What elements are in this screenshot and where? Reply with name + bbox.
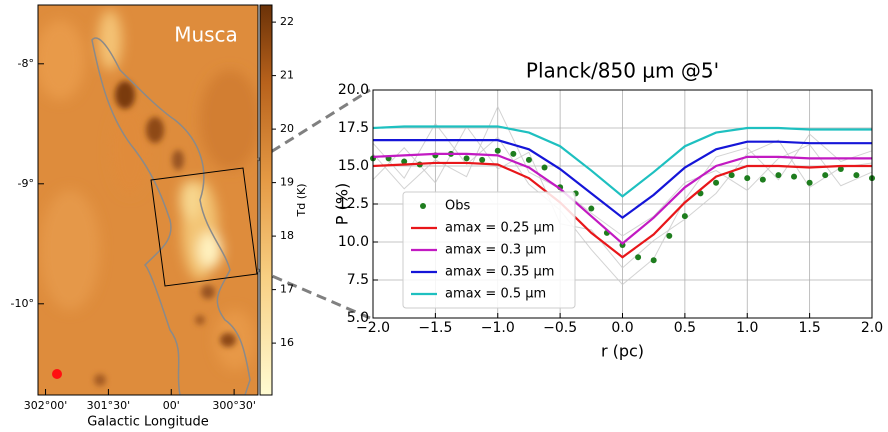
y-tick-label: 7.5 <box>347 272 369 288</box>
data-point <box>526 157 532 163</box>
data-point <box>464 155 470 161</box>
colorbar-tick-label: 19 <box>280 176 294 189</box>
data-point <box>775 172 781 178</box>
x-tick-label: 300°30' <box>212 399 256 412</box>
colorbar-tick-label: 17 <box>280 283 294 296</box>
data-point <box>791 174 797 180</box>
y-tick-label: -9° <box>18 177 34 190</box>
colorbar-label: Td (K) <box>295 184 308 218</box>
data-point <box>510 151 516 157</box>
y-tick-label: 20.0 <box>338 82 369 98</box>
colorbar-tick-label: 16 <box>280 336 294 349</box>
data-point <box>807 180 813 186</box>
x-tick-label: −0.5 <box>543 320 577 336</box>
legend-label: Obs <box>445 199 470 214</box>
y-tick-label: -8° <box>18 57 34 70</box>
data-point <box>542 165 548 171</box>
data-point <box>666 233 672 239</box>
y-axis-label: P (%) <box>333 183 352 225</box>
data-point <box>588 206 594 212</box>
legend-marker <box>420 203 426 209</box>
x-axis-label: r (pc) <box>601 342 644 361</box>
x-axis-label: Galactic Longitude <box>87 415 208 430</box>
data-point <box>682 213 688 219</box>
x-tick-label: 301°30' <box>87 399 131 412</box>
colorbar-tick-label: 18 <box>280 229 294 242</box>
data-point <box>479 157 485 163</box>
data-point <box>713 180 719 186</box>
figure: Musca 302°00' 301°30' 00' 300°30' -8° -9° -10° G… <box>0 0 888 432</box>
data-point <box>853 172 859 178</box>
x-tick-label: 0.5 <box>674 320 696 336</box>
x-tick-label: 2.0 <box>861 320 883 336</box>
map-title: Musca <box>174 23 238 47</box>
y-tick-label: 10.0 <box>338 234 369 250</box>
x-tick-label: 00' <box>163 399 180 412</box>
map-image <box>35 5 260 395</box>
x-tick-label: 302°00' <box>24 399 68 412</box>
colorbar-tick-label: 21 <box>280 69 294 82</box>
legend-label: amax = 0.35 μm <box>445 265 554 280</box>
y-tick-label: 17.5 <box>338 120 369 136</box>
x-tick-label: 1.0 <box>736 320 758 336</box>
y-tick-label: -10° <box>11 297 34 310</box>
x-tick-label: −2.0 <box>356 320 390 336</box>
colorbar-tick-label: 20 <box>280 122 294 135</box>
data-point <box>822 172 828 178</box>
legend-label: amax = 0.3 μm <box>445 243 546 258</box>
data-point <box>744 175 750 181</box>
chart-title: Planck/850 μm @5' <box>526 59 719 83</box>
legend-label: amax = 0.25 μm <box>445 221 554 236</box>
x-tick-label: 1.5 <box>798 320 820 336</box>
x-tick-label: −1.5 <box>418 320 452 336</box>
colorbar-tick-label: 22 <box>280 15 294 28</box>
colorbar <box>260 5 272 395</box>
data-point <box>495 148 501 154</box>
data-point <box>760 177 766 183</box>
x-tick-label: 0.0 <box>611 320 633 336</box>
x-tick-label: −1.0 <box>481 320 515 336</box>
data-point <box>651 257 657 263</box>
y-tick-label: 15.0 <box>338 158 369 174</box>
legend-label: amax = 0.5 μm <box>445 287 546 302</box>
data-point <box>635 254 641 260</box>
